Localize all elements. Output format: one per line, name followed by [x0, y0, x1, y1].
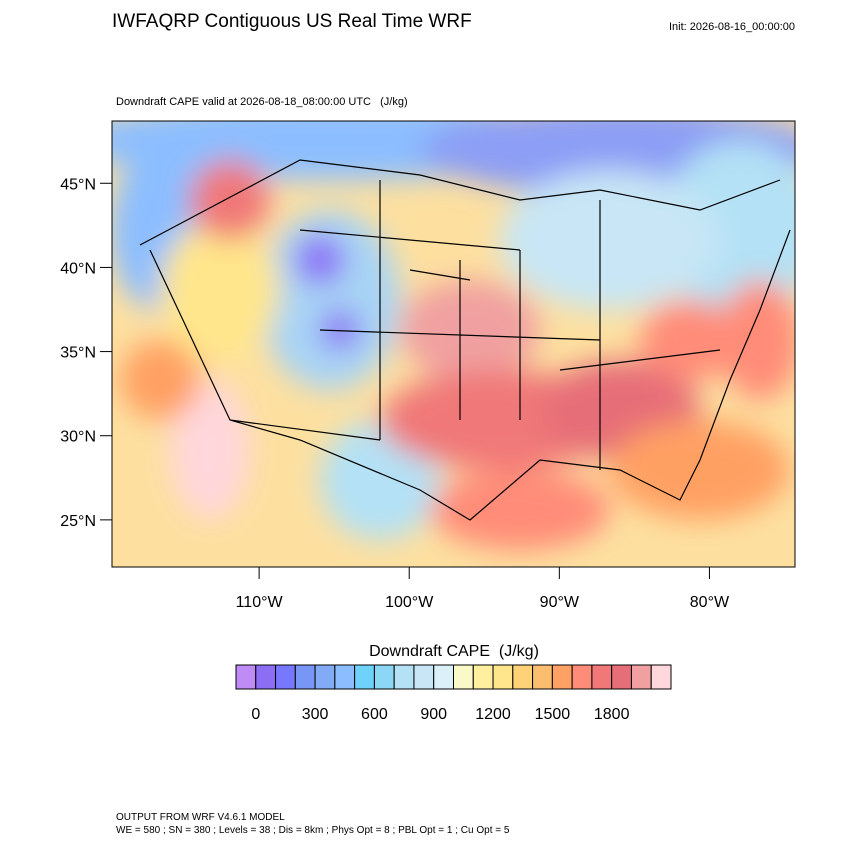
y-tick-label: 45°N: [60, 176, 96, 193]
subtitle: Downdraft CAPE valid at 2026-08-18_08:00…: [116, 96, 408, 108]
colorbar-box: [294, 664, 316, 690]
colorbar-box: [532, 664, 553, 690]
colorbar-box: [413, 664, 435, 690]
colorbar-tick-label: 1200: [475, 706, 511, 723]
x-tick-label: 100°W: [385, 594, 434, 611]
colorbar-box: [472, 664, 494, 690]
colorbar-box: [571, 664, 593, 690]
x-tick-label: 110°W: [236, 594, 284, 611]
colorbar-box: [373, 664, 395, 690]
colorbar-box: [630, 664, 652, 690]
y-tick-label: 40°N: [60, 260, 96, 277]
colorbar-tick-label: 1500: [535, 706, 571, 723]
colorbar-box: [334, 664, 356, 690]
colorbar-box: [591, 664, 613, 690]
colorbar-box: [433, 664, 454, 690]
colorbar-box: [611, 664, 632, 690]
title: IWFAQRP Contiguous US Real Time WRF: [112, 11, 472, 32]
y-tick-label: 35°N: [60, 345, 96, 362]
colorbar-box: [235, 664, 257, 690]
colorbar-tick-label: 0: [251, 706, 260, 723]
colorbar-tick-label: 1800: [594, 706, 630, 723]
colorbar-box: [354, 664, 375, 690]
colorbar-box: [492, 664, 514, 690]
colorbar-box: [453, 664, 474, 690]
colorbar-box: [650, 664, 672, 690]
y-tick-label: 30°N: [60, 429, 96, 446]
x-tick-label: 80°W: [690, 594, 730, 611]
colorbar-tick-label: 600: [361, 706, 388, 723]
colorbar-tick-label: 900: [420, 706, 447, 723]
map-field: [112, 121, 795, 567]
init-time: Init: 2026-08-16_00:00:00: [669, 21, 795, 33]
y-tick-label: 25°N: [60, 513, 96, 530]
colorbar-box: [393, 664, 415, 690]
colorbar-tick-label: 300: [302, 706, 329, 723]
colorbar-box: [255, 664, 277, 690]
colorbar-box: [551, 664, 573, 690]
map-frame: [111, 120, 796, 568]
colorbar-title: Downdraft CAPE (J/kg): [369, 643, 539, 660]
footer-line: WE = 580 ; SN = 380 ; Levels = 38 ; Dis …: [116, 825, 510, 836]
colorbar-box: [314, 664, 336, 690]
colorbar-box: [275, 664, 296, 690]
x-tick-label: 90°W: [540, 594, 580, 611]
colorbar-box: [512, 664, 534, 690]
footer-line: OUTPUT FROM WRF V4.6.1 MODEL: [116, 812, 285, 823]
